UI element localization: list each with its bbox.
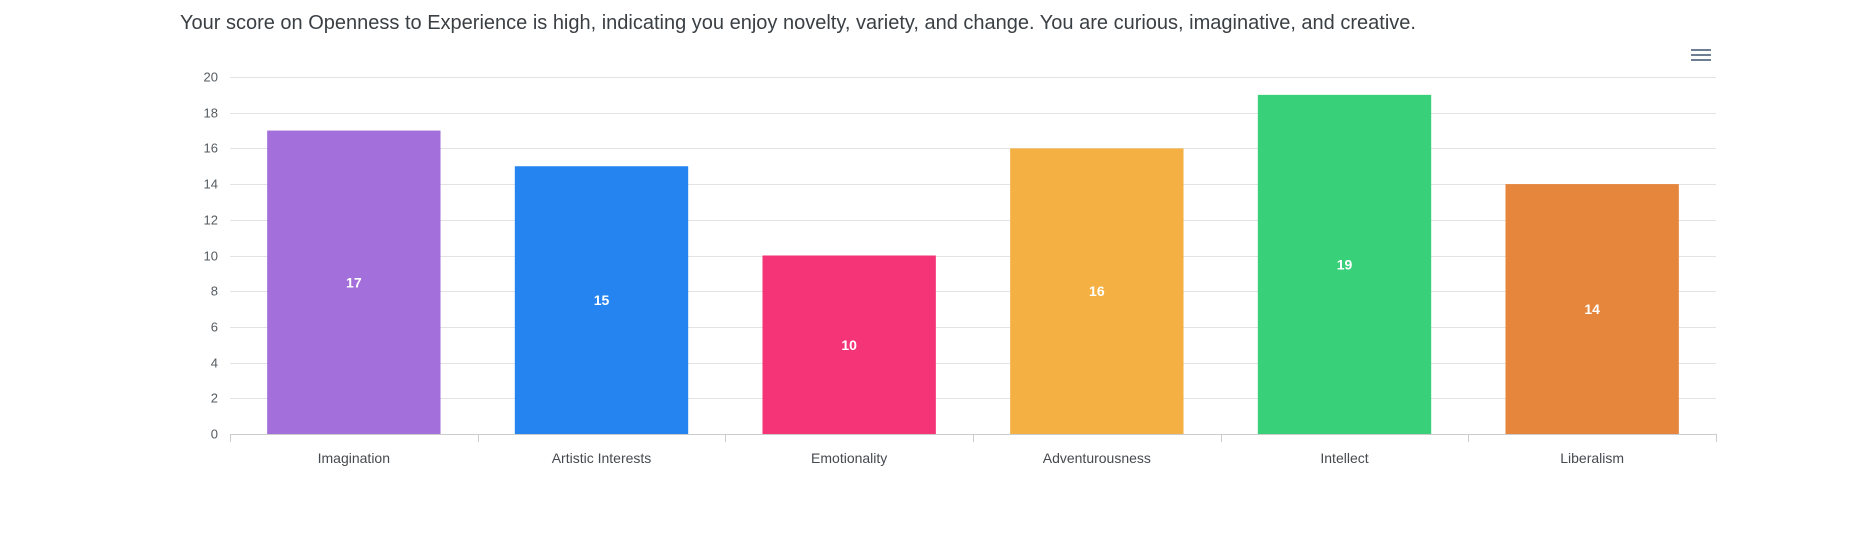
y-tick-label: 8 xyxy=(211,284,218,299)
bar-liberalism[interactable] xyxy=(1505,184,1679,434)
y-tick-label: 16 xyxy=(204,141,218,156)
data-label: 16 xyxy=(1089,283,1105,299)
y-tick-label: 10 xyxy=(204,249,218,264)
y-tick-label: 0 xyxy=(211,427,218,442)
grid-lines xyxy=(230,77,1716,399)
x-category-label: Artistic Interests xyxy=(552,450,652,466)
y-tick-label: 14 xyxy=(204,177,218,192)
y-tick-label: 4 xyxy=(211,356,218,371)
x-category-label: Liberalism xyxy=(1560,450,1624,466)
data-label: 19 xyxy=(1337,256,1353,272)
y-axis-ticks: 0 2 4 6 8 10 12 14 16 18 20 xyxy=(204,70,218,442)
y-tick-label: 18 xyxy=(204,106,218,121)
data-label: 17 xyxy=(346,274,362,290)
chart-description: Your score on Openness to Experience is … xyxy=(180,12,1416,34)
x-category-label: Adventurousness xyxy=(1043,450,1151,466)
y-tick-label: 6 xyxy=(211,320,218,335)
x-category-label: Intellect xyxy=(1320,450,1368,466)
bar-intellect[interactable] xyxy=(1257,94,1432,434)
bar-emotionality[interactable] xyxy=(762,255,936,435)
bar-imagination[interactable] xyxy=(267,130,441,435)
data-label: 14 xyxy=(1584,301,1600,317)
x-category-label: Imagination xyxy=(318,450,390,466)
y-tick-label: 20 xyxy=(204,70,218,85)
hamburger-menu-icon[interactable] xyxy=(1691,46,1713,64)
bar-artistic-interests[interactable] xyxy=(514,166,689,434)
bar-adventurousness[interactable] xyxy=(1010,148,1184,434)
data-label: 10 xyxy=(841,337,857,353)
y-tick-label: 12 xyxy=(204,213,218,228)
data-labels: 17 15 10 16 19 14 xyxy=(346,256,1600,352)
x-category-label: Emotionality xyxy=(811,450,887,466)
y-tick-label: 2 xyxy=(211,391,218,406)
bars xyxy=(267,94,1679,435)
x-axis: Imagination Artistic Interests Emotionalit… xyxy=(230,434,1717,466)
data-label: 15 xyxy=(594,292,610,308)
